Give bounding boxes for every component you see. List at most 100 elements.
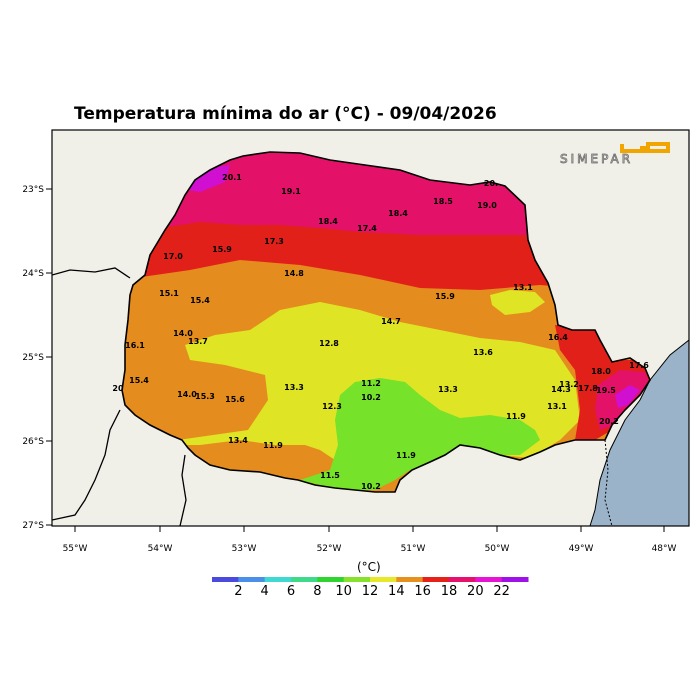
colorbar-label: 10: [335, 584, 352, 599]
colorbar-unit: (°C): [357, 560, 381, 574]
station-value: 15.1: [159, 289, 179, 298]
colorbar-label: 18: [441, 584, 458, 599]
colorbar-label: 4: [261, 584, 269, 599]
colorbar-swatch: [212, 577, 239, 582]
station-value: 13.3: [284, 383, 304, 392]
lon-label: 55°W: [63, 544, 88, 554]
station-value: 14.0: [173, 329, 193, 338]
ocean: [589, 339, 689, 526]
lon-label: 54°W: [148, 544, 173, 554]
station-value: 13.2: [559, 380, 579, 389]
colorbar-swatch: [317, 577, 345, 582]
colorbar-swatch: [291, 577, 318, 582]
station-value: 20.2: [599, 417, 619, 426]
colorbar-label: 12: [362, 584, 379, 599]
station-value: 13.7: [188, 337, 208, 346]
colorbar-label: 20: [467, 584, 484, 599]
lon-label: 52°W: [317, 544, 342, 554]
station-value: 18.4: [318, 217, 338, 226]
station-value: 17.8: [578, 384, 598, 393]
lon-label: 51°W: [401, 544, 426, 554]
band-22-plus-coast: [615, 385, 640, 408]
colorbar-swatch: [343, 577, 371, 582]
station-value: 17.6: [629, 361, 649, 370]
station-value: 13.1: [547, 402, 567, 411]
station-value: 17.3: [264, 237, 284, 246]
station-value: 20.1: [222, 173, 242, 182]
station-value: 11.5: [320, 471, 340, 480]
station-value: 15.9: [435, 292, 455, 301]
station-value: 15.4: [190, 296, 210, 305]
station-value: 12.8: [319, 339, 339, 348]
colorbar-label: 14: [388, 584, 405, 599]
station-value: 17.4: [357, 224, 377, 233]
station-value: 20.: [484, 179, 498, 188]
lon-label: 49°W: [569, 544, 594, 554]
station-value: 17.0: [163, 252, 183, 261]
colorbar-swatch: [475, 577, 503, 582]
longitude-axis: 55°W 54°W 53°W 52°W 51°W 50°W 49°W 48°W: [63, 526, 677, 554]
colorbar-swatch: [501, 577, 529, 582]
border-argentina: [52, 409, 121, 521]
lat-label: 24°S: [22, 269, 44, 279]
station-value: 13.4: [228, 436, 248, 445]
band-10-12: [300, 378, 540, 490]
station-value: 13.1: [513, 283, 533, 292]
colorbar-swatch: [264, 577, 292, 582]
station-value: 20: [112, 384, 124, 393]
station-value: 18.4: [388, 209, 408, 218]
lat-label: 26°S: [22, 437, 44, 447]
station-value: 18.5: [433, 197, 453, 206]
station-value: 14.7: [381, 317, 401, 326]
border-sc-west: [179, 454, 187, 526]
plot-border: [51, 129, 690, 527]
lat-label: 23°S: [22, 185, 44, 195]
border-paraguay: [52, 267, 131, 279]
colorbar-swatch: [449, 577, 476, 582]
station-value: 11.9: [396, 451, 416, 460]
simepar-logo: SIMEPAR: [560, 142, 670, 166]
station-value: 10.2: [361, 393, 381, 402]
colorbar: 2 4 6 8 10 12 14 16 18 20 22: [212, 577, 529, 599]
station-value: 11.2: [361, 379, 381, 388]
simepar-wordmark: SIMEPAR: [560, 152, 633, 166]
map-frame: 20.1 19.1 20. 18.5 19.0 18.4 18.4 17.4 17.3 17.0 1…: [52, 130, 689, 526]
station-value: 16.1: [125, 341, 145, 350]
lon-label: 50°W: [485, 544, 510, 554]
station-value: 13.6: [473, 348, 493, 357]
lat-label: 27°S: [22, 521, 44, 531]
colorbar-swatch: [422, 577, 450, 582]
station-value: 13.3: [438, 385, 458, 394]
colorbar-label: 22: [493, 584, 510, 599]
station-value: 14.0: [177, 390, 197, 399]
band-14-16-northeast: [490, 290, 545, 315]
station-value: 15.6: [225, 395, 245, 404]
map-title: Temperatura mínima do ar (°C) - 09/04/20…: [74, 104, 497, 124]
border-sc-east: [604, 439, 613, 526]
station-value: 16.4: [548, 333, 568, 342]
station-value: 11.9: [506, 412, 526, 421]
station-value: 14.8: [284, 269, 304, 278]
station-value: 19.0: [477, 201, 497, 210]
colorbar-swatch: [370, 577, 397, 582]
station-value: 15.4: [129, 376, 149, 385]
latitude-axis: 23°S 24°S 25°S 26°S 27°S: [22, 185, 52, 531]
colorbar-label: 16: [414, 584, 431, 599]
station-value: 15.3: [195, 392, 215, 401]
colorbar-label: 6: [287, 584, 295, 599]
colorbar-swatch: [396, 577, 424, 582]
station-value: 12.3: [322, 402, 342, 411]
colorbar-label: 2: [234, 584, 242, 599]
station-value: 14.3: [551, 385, 571, 394]
lon-label: 48°W: [652, 544, 677, 554]
station-value: 10.2: [361, 482, 381, 491]
colorbar-swatch: [238, 577, 266, 582]
station-value: 15.9: [212, 245, 232, 254]
station-value: 19.5: [596, 386, 616, 395]
station-value: 11.9: [263, 441, 283, 450]
lon-label: 53°W: [232, 544, 257, 554]
station-value: 19.1: [281, 187, 301, 196]
lat-label: 25°S: [22, 353, 44, 363]
station-labels: 20.1 19.1 20. 18.5 19.0 18.4 18.4 17.4 17.3 17.0 1…: [112, 173, 649, 491]
